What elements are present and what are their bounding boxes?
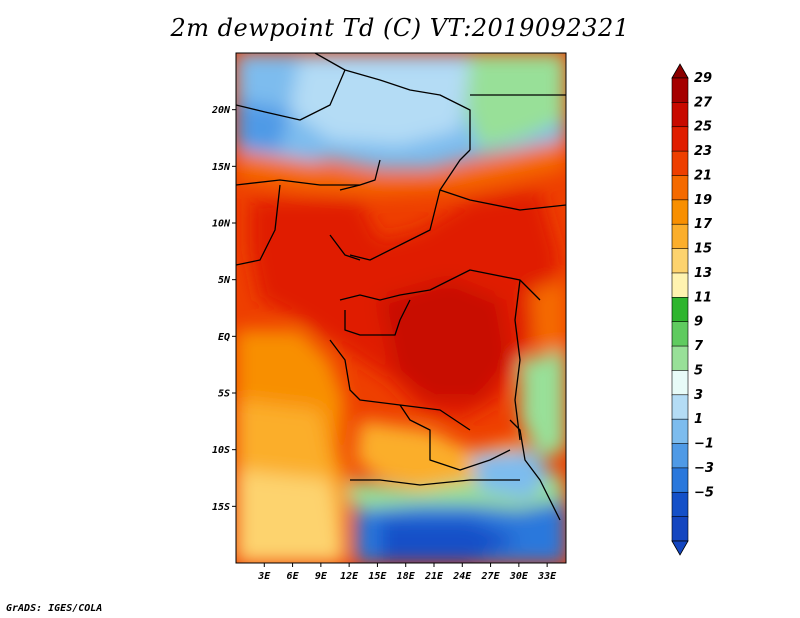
colorbar-label: 7 <box>694 339 704 354</box>
colorbar-swatch <box>671 370 689 396</box>
colorbar-swatch <box>671 345 689 372</box>
colorbar-swatch <box>671 491 689 518</box>
lon-tick-label: 30E <box>509 571 529 582</box>
colorbar-label: 13 <box>694 266 712 281</box>
colorbar-swatch <box>671 297 689 323</box>
map-frame <box>235 52 567 564</box>
colorbar-label: 11 <box>694 290 712 305</box>
colorbar-swatch <box>671 394 689 420</box>
lat-tick-label: 20N <box>211 105 231 116</box>
colorbar-swatch <box>671 443 689 469</box>
colorbar-swatch <box>671 248 689 274</box>
credit-text: GrADS: IGES/COLA <box>6 603 103 614</box>
colorbar-label: 15 <box>694 242 712 257</box>
colorbar-label: 23 <box>694 144 712 159</box>
colorbar-swatch <box>671 272 689 299</box>
lat-tick-label: 15S <box>212 502 230 513</box>
longitude-axis: 3E 6E 9E 12E 15E 18E 21E 24E 27E 30E 33E <box>257 563 557 582</box>
latitude-axis: 20N 15N 10N 5N EQ 5S 10S 15S <box>211 105 236 513</box>
colorbar-label: 17 <box>694 217 713 232</box>
colorbar-label: 29 <box>694 71 712 86</box>
lon-tick-label: 9E <box>315 571 328 582</box>
colorbar-swatch <box>671 175 689 201</box>
colorbar-swatch <box>671 223 689 250</box>
colorbar-label: −3 <box>694 461 714 476</box>
lat-tick-label: 5S <box>218 389 230 400</box>
colorbar-top-triangle <box>671 63 689 79</box>
colorbar-swatch <box>671 516 689 542</box>
colorbar-label: 5 <box>694 363 703 378</box>
lon-tick-label: 12E <box>340 571 359 582</box>
colorbar-label: 3 <box>694 388 703 403</box>
lon-tick-label: 3E <box>257 571 271 582</box>
lon-tick-label: 33E <box>537 571 557 582</box>
colorbar-label: 1 <box>694 412 703 427</box>
colorbar-label: 9 <box>694 315 703 330</box>
colorbar-swatch <box>671 467 689 494</box>
lat-tick-label: EQ <box>218 332 230 343</box>
colorbar-label: −5 <box>694 485 714 500</box>
lon-tick-label: 21E <box>424 571 444 582</box>
colorbar-label: 27 <box>694 95 713 110</box>
lon-tick-label: 6E <box>287 571 300 582</box>
lat-tick-label: 15N <box>212 162 231 173</box>
map-title: 2m dewpoint Td (C) VT:2019092321 <box>170 14 630 42</box>
lon-tick-label: 18E <box>397 571 416 582</box>
colorbar-swatch <box>671 321 689 347</box>
colorbar-label: 19 <box>694 193 712 208</box>
lat-tick-label: 10N <box>212 219 231 230</box>
colorbar-label: 21 <box>694 168 712 183</box>
colorbar-label: −1 <box>694 437 714 452</box>
colorbar-bottom-triangle <box>671 540 689 556</box>
colorbar-label: 25 <box>694 120 712 135</box>
colorbar-swatch <box>671 126 689 152</box>
colorbar-swatch <box>671 150 689 177</box>
lon-tick-label: 27E <box>481 571 501 582</box>
lat-tick-label: 5N <box>218 275 231 286</box>
colorbar-swatch <box>671 199 689 226</box>
colorbar-swatch <box>671 418 689 445</box>
colorbar-swatch <box>671 77 689 104</box>
dewpoint-field <box>236 53 566 563</box>
lat-tick-label: 10S <box>212 445 230 456</box>
lon-tick-label: 15E <box>368 571 387 582</box>
lon-tick-label: 24E <box>452 571 472 582</box>
colorbar-swatch <box>671 102 689 128</box>
country-borders <box>236 53 566 521</box>
